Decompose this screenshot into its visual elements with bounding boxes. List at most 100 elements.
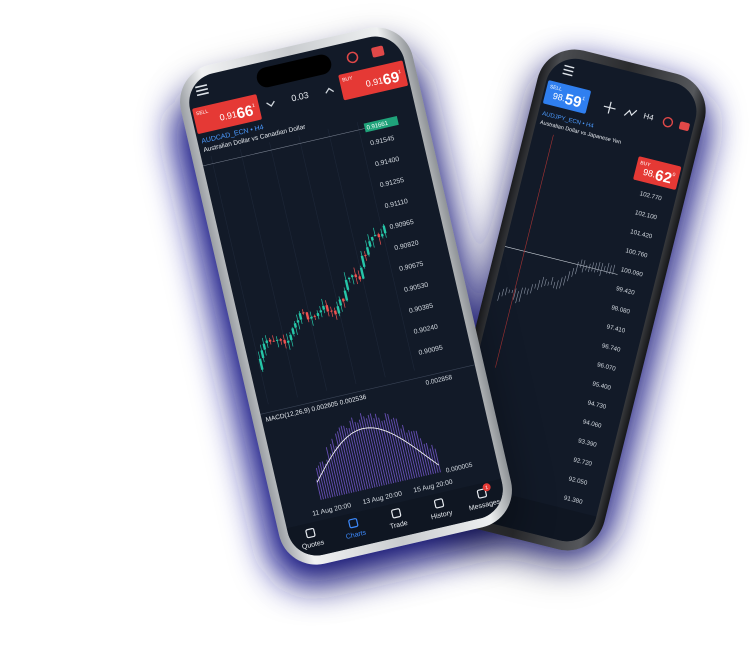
macd-bar [325, 447, 339, 497]
buy-box[interactable] [338, 60, 408, 101]
candle-body [272, 340, 276, 343]
grid-line [356, 121, 415, 371]
candle-body [310, 316, 313, 319]
price-label: 97.410 [606, 323, 627, 335]
nav-icon [305, 527, 316, 539]
candle-body [296, 320, 300, 323]
candle-wick [380, 228, 384, 239]
candle-wick [523, 287, 526, 294]
macd-bar [369, 413, 388, 485]
candle-body [365, 247, 370, 255]
price-label: 91.380 [563, 495, 584, 507]
candle-wick [579, 259, 583, 268]
candle-wick [544, 278, 547, 287]
chevron-down [266, 100, 275, 107]
menu-icon [563, 68, 574, 73]
candle-wick [515, 291, 519, 304]
notch [256, 54, 332, 88]
macd-bar [390, 419, 406, 481]
nav-label[interactable]: Charts [345, 529, 367, 541]
macd-bar [367, 414, 385, 486]
macd-bar [413, 430, 425, 477]
macd-bar [343, 425, 360, 492]
left-phone: SELL 0.91661 BUY 0.91691 0.03 AUDCAD_ECN • H4… [172, 19, 520, 573]
candle-body [275, 339, 279, 342]
macd-bar [434, 448, 441, 473]
sell-box[interactable] [543, 80, 591, 114]
macd-bar [415, 430, 427, 476]
price-label: 100.760 [625, 247, 649, 259]
menu-icon [564, 64, 575, 69]
candle-wick [501, 288, 504, 297]
candle-wick [609, 265, 612, 275]
macd-bar [316, 479, 322, 500]
macd-bar [315, 467, 324, 500]
ask-tag: 0.91661 [366, 121, 389, 132]
macd-bar [354, 421, 371, 489]
price-label: 101.420 [629, 228, 653, 240]
macd-bar [423, 443, 432, 475]
buy-box[interactable] [633, 156, 682, 190]
candle-body [298, 312, 303, 320]
candle-body [301, 312, 305, 314]
candle-wick [518, 287, 523, 302]
price-label: 99.420 [615, 285, 636, 297]
candle-body [377, 233, 381, 238]
candle-wick [606, 262, 610, 274]
candle-body [364, 254, 367, 257]
toolbar-icon [662, 116, 674, 128]
candle-wick [559, 277, 563, 289]
toolbar-icon [679, 121, 690, 131]
price-label: 94.060 [582, 418, 603, 430]
indicator-icon [623, 109, 638, 117]
macd-bar [351, 417, 369, 490]
nav-label[interactable]: Trade [389, 520, 408, 531]
price-label: 0.91400 [374, 156, 400, 168]
macd-bar [335, 433, 350, 494]
buy-price-big: 69 [381, 69, 401, 89]
candle-body [279, 338, 283, 342]
candle-wick [508, 289, 510, 294]
macd-bar [419, 438, 430, 476]
lot-size: 0.03 [290, 90, 309, 104]
candle-body [286, 340, 290, 343]
vertical-line [495, 134, 554, 368]
macd-bar [392, 417, 409, 480]
macd-bar [319, 462, 329, 499]
macd-bar [383, 420, 399, 483]
left-screen: SELL 0.91661 BUY 0.91691 0.03 AUDCAD_ECN • H4… [183, 30, 509, 562]
candle-body [338, 299, 343, 306]
nav-icon [476, 488, 488, 499]
sell-box[interactable] [192, 94, 262, 134]
candle-body [330, 310, 333, 312]
separator [260, 364, 475, 415]
candle-wick [534, 283, 537, 289]
candle-body [360, 255, 366, 268]
candle-body [354, 274, 358, 278]
buy-price-big: 62 [653, 167, 673, 188]
nav-label[interactable]: History [430, 509, 453, 521]
sell-label: SELL [196, 109, 209, 118]
price-label: 0.90675 [399, 261, 425, 273]
macd-bar [431, 444, 439, 473]
macd-bar [335, 446, 348, 494]
candle-wick [309, 311, 314, 326]
chevron-up [325, 87, 335, 94]
candle-body [262, 343, 267, 350]
macd-bar [378, 417, 395, 484]
grid-line [298, 135, 357, 385]
candle-wick [526, 288, 529, 295]
candle-wick [357, 270, 361, 282]
sell-price-big: 66 [235, 102, 255, 122]
candle-wick [513, 288, 517, 300]
buy-price-main: 0.91 [365, 76, 384, 90]
candle-body [283, 339, 287, 344]
macd-bottom: 0.000005 [445, 462, 473, 475]
candle-wick [314, 314, 316, 320]
badge: 1 [485, 485, 489, 492]
candle-wick [530, 284, 533, 294]
candle-wick [599, 262, 604, 277]
price-label: 0.91110 [384, 198, 409, 210]
